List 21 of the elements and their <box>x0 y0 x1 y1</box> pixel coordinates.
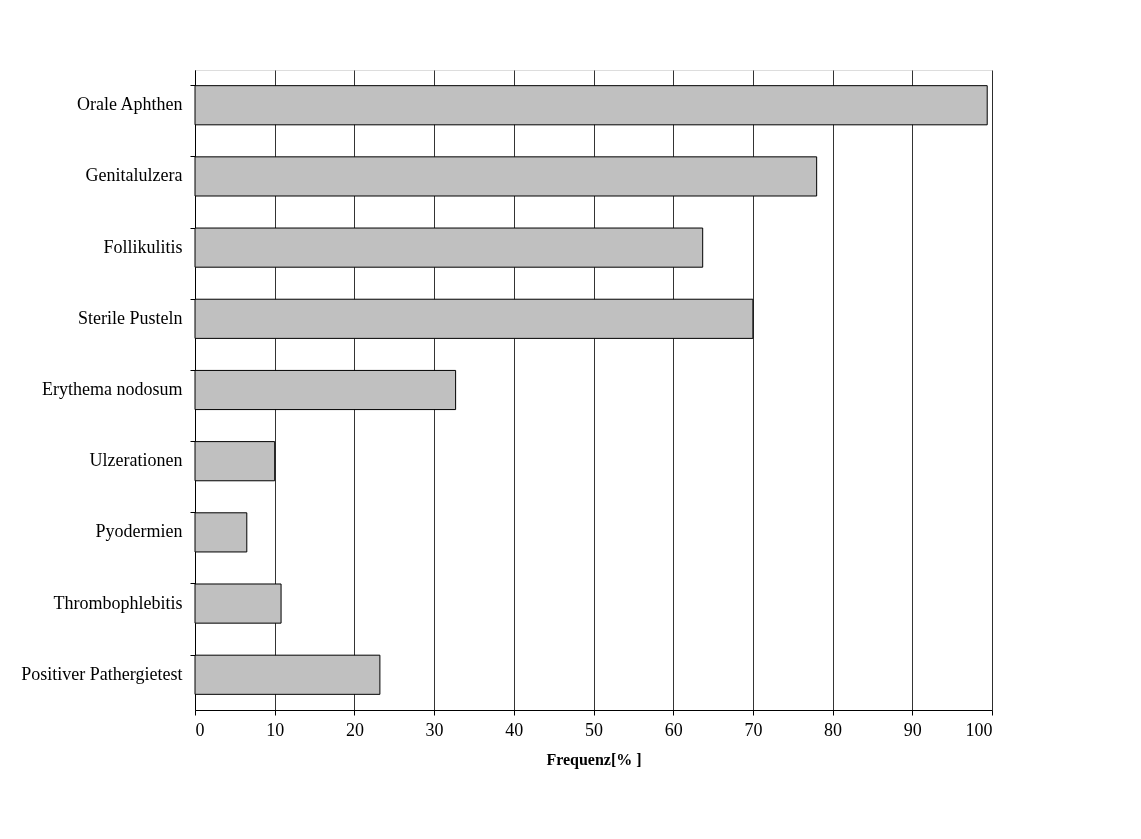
x-tick-label: 0 <box>195 719 205 740</box>
x-tick-label: 50 <box>585 719 603 740</box>
x-tick-label: 30 <box>425 719 444 740</box>
y-tick-label: Pyodermien <box>95 521 183 542</box>
x-tick-label: 70 <box>744 719 763 740</box>
y-tick-label: Orale Aphthen <box>77 94 183 115</box>
y-tick-label: Thrombophlebitis <box>53 592 183 613</box>
y-tick-label: Sterile Pusteln <box>78 307 183 328</box>
x-tick-label: 100 <box>965 719 993 740</box>
y-tick-label: Erythema nodosum <box>42 379 183 399</box>
x-tick-label: 60 <box>664 719 683 740</box>
x-axis-title: Frequenz[% ] <box>546 750 642 769</box>
y-tick-label: Genitalulzera <box>85 165 183 186</box>
x-tick-label: 90 <box>903 719 922 740</box>
y-tick-label: Ulzerationen <box>89 450 183 471</box>
x-tick-label: 80 <box>824 719 843 740</box>
x-tick-label: 20 <box>345 719 364 740</box>
y-tick-label: Follikulitis <box>103 236 183 257</box>
x-tick-label: 40 <box>505 719 524 740</box>
y-tick-label: Positiver Pathergietest <box>21 663 183 684</box>
x-tick-label: 10 <box>266 719 285 740</box>
